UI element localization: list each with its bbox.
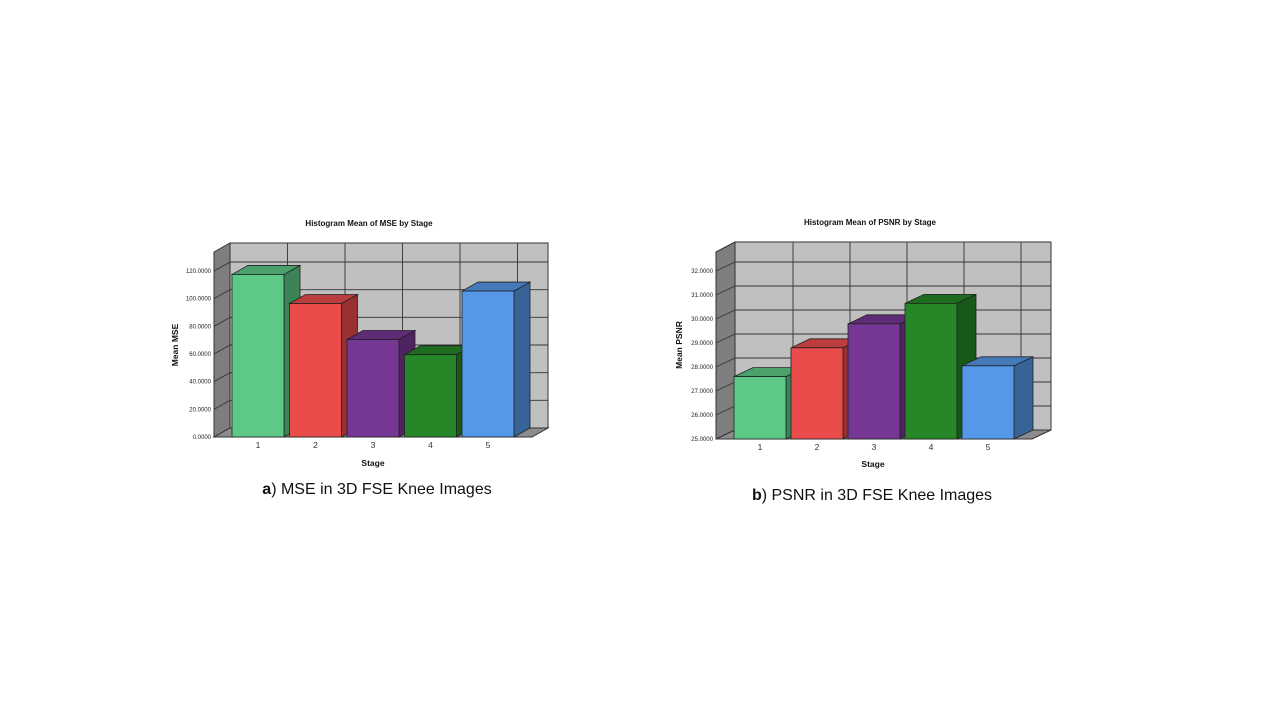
side-gridline [715,381,736,392]
bar [460,281,532,438]
bar-front [790,347,844,440]
figure-caption: a) MSE in 3D FSE Knee Images [262,481,491,498]
y-tick-label: 40.0000 [189,380,211,386]
x-tick-label: 5 [486,440,491,450]
x-tick-label: 3 [371,440,376,450]
side-gridline [213,261,231,272]
x-axis-ticks: 1 2 3 4 5 [256,440,491,450]
x-tick-label: 4 [929,442,934,452]
chart-title: Histogram Mean of PSNR by Stage [804,218,937,227]
side-gridline [213,372,231,383]
side-wall [715,241,736,440]
bar-front [404,354,457,438]
y-axis-ticks: 0.0000 20.0000 40.0000 60.0000 80.0000 100.00… [186,269,212,441]
y-tick-label: 27.0000 [691,389,713,395]
y-tick-label: 80.0000 [189,324,211,330]
bar-side [1013,356,1034,440]
chart-title: Histogram Mean of MSE by Stage [305,219,433,228]
x-axis-ticks: 1 2 3 4 5 [758,442,991,452]
side-gridline [213,316,231,327]
y-tick-label: 30.0000 [691,317,713,323]
x-tick-label: 5 [986,442,991,452]
bars [733,293,1034,440]
caption-letter: a [262,481,271,498]
x-tick-label: 2 [313,440,318,450]
caption-text: ) MSE in 3D FSE Knee Images [271,481,492,498]
chart-psnr: Histogram Mean of PSNR by Stage 25.00002… [674,218,1052,504]
bar-front [961,365,1015,440]
y-axis-title: Mean PSNR [674,321,684,369]
side-tick-marks [715,261,736,416]
bar-front [461,290,515,438]
chart-mse: Histogram Mean of MSE by Stage 0.000020.… [170,219,550,498]
y-tick-label: 60.0000 [189,352,211,358]
bar-front [733,376,787,440]
side-tick-marks [213,261,231,410]
side-gridline [715,285,736,296]
x-tick-label: 3 [872,442,877,452]
side-gridline [213,289,231,300]
bar-front [289,303,342,438]
x-tick-label: 1 [256,440,261,450]
x-tick-label: 4 [428,440,433,450]
y-tick-label: 25.0000 [691,437,713,443]
y-tick-label: 28.0000 [691,365,713,371]
x-axis-title: Stage [861,459,884,469]
bar-front [847,323,901,440]
x-tick-label: 1 [758,442,763,452]
side-gridline [715,405,736,416]
y-tick-label: 0.0000 [193,435,212,441]
bar [961,356,1034,440]
y-axis-ticks: 25.0000 26.0000 27.0000 28.0000 29.0000 30.00… [691,269,713,443]
side-gridline [715,261,736,272]
side-gridline [715,357,736,368]
y-tick-label: 26.0000 [691,413,713,419]
side-gridline [715,333,736,344]
bar-front [904,302,958,440]
x-tick-label: 2 [815,442,820,452]
y-tick-label: 29.0000 [691,341,713,347]
figure-caption: b) PSNR in 3D FSE Knee Images [752,487,992,504]
y-tick-label: 120.0000 [186,269,212,275]
x-axis-title: Stage [361,458,384,468]
side-gridline [213,399,231,410]
side-gridline [213,344,231,355]
bar-front [346,339,400,438]
bar-front [231,274,285,438]
side-gridline [715,309,736,320]
y-axis-title: Mean MSE [170,323,180,366]
y-tick-label: 100.0000 [186,297,212,303]
bars [230,264,532,438]
y-tick-label: 31.0000 [691,293,713,299]
y-tick-label: 32.0000 [691,269,713,275]
caption-letter: b [752,487,762,504]
caption-text: ) PSNR in 3D FSE Knee Images [762,487,992,504]
y-tick-label: 20.0000 [189,407,211,413]
bar-side [513,281,531,438]
